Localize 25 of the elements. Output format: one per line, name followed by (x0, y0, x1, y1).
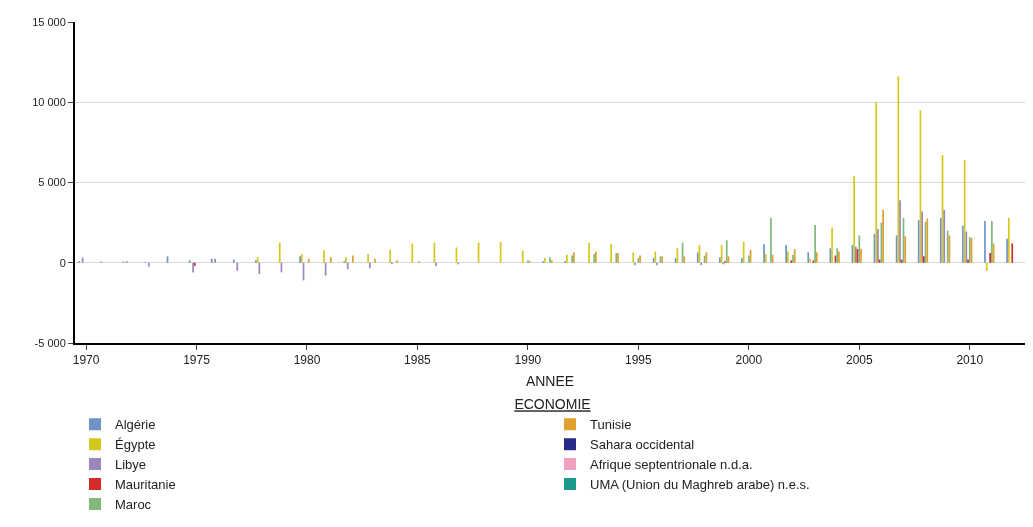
x-tick-label: 1995 (625, 353, 653, 368)
x-axis-title: ANNEE (525, 373, 575, 390)
y-tick-label: -5 000 (34, 336, 66, 349)
legend-label: Libye (115, 457, 147, 473)
y-tick-label: 15 000 (32, 15, 66, 28)
x-tick-label: 1980 (293, 353, 321, 368)
x-tick-label: 1970 (72, 353, 100, 368)
legend-label: Maroc (115, 496, 152, 512)
y-tick-label: 0 (59, 256, 66, 269)
legend-label: Égypte (115, 437, 156, 453)
x-tick-label: 2005 (845, 353, 873, 368)
x-tick-label: 1975 (183, 353, 211, 368)
legend-label: Tunisie (590, 417, 632, 433)
x-tick-label: 2000 (735, 353, 763, 368)
legend-label: Algérie (115, 417, 156, 433)
legend-label: Sahara occidental (590, 437, 695, 453)
x-tick-label: 1990 (514, 353, 542, 368)
x-tick-label: 2010 (956, 353, 984, 368)
legend-label: Afrique septentrionale n.d.a. (590, 457, 753, 473)
x-tick-label: 1985 (404, 353, 432, 368)
y-tick-label: 5 000 (38, 176, 66, 189)
legend-label: Mauritanie (115, 477, 176, 493)
legend-label: UMA (Union du Maghreb arabe) n.e.s. (590, 477, 810, 493)
y-tick-label: 10 000 (32, 96, 66, 109)
legend-title: ECONOMIE (514, 396, 591, 413)
